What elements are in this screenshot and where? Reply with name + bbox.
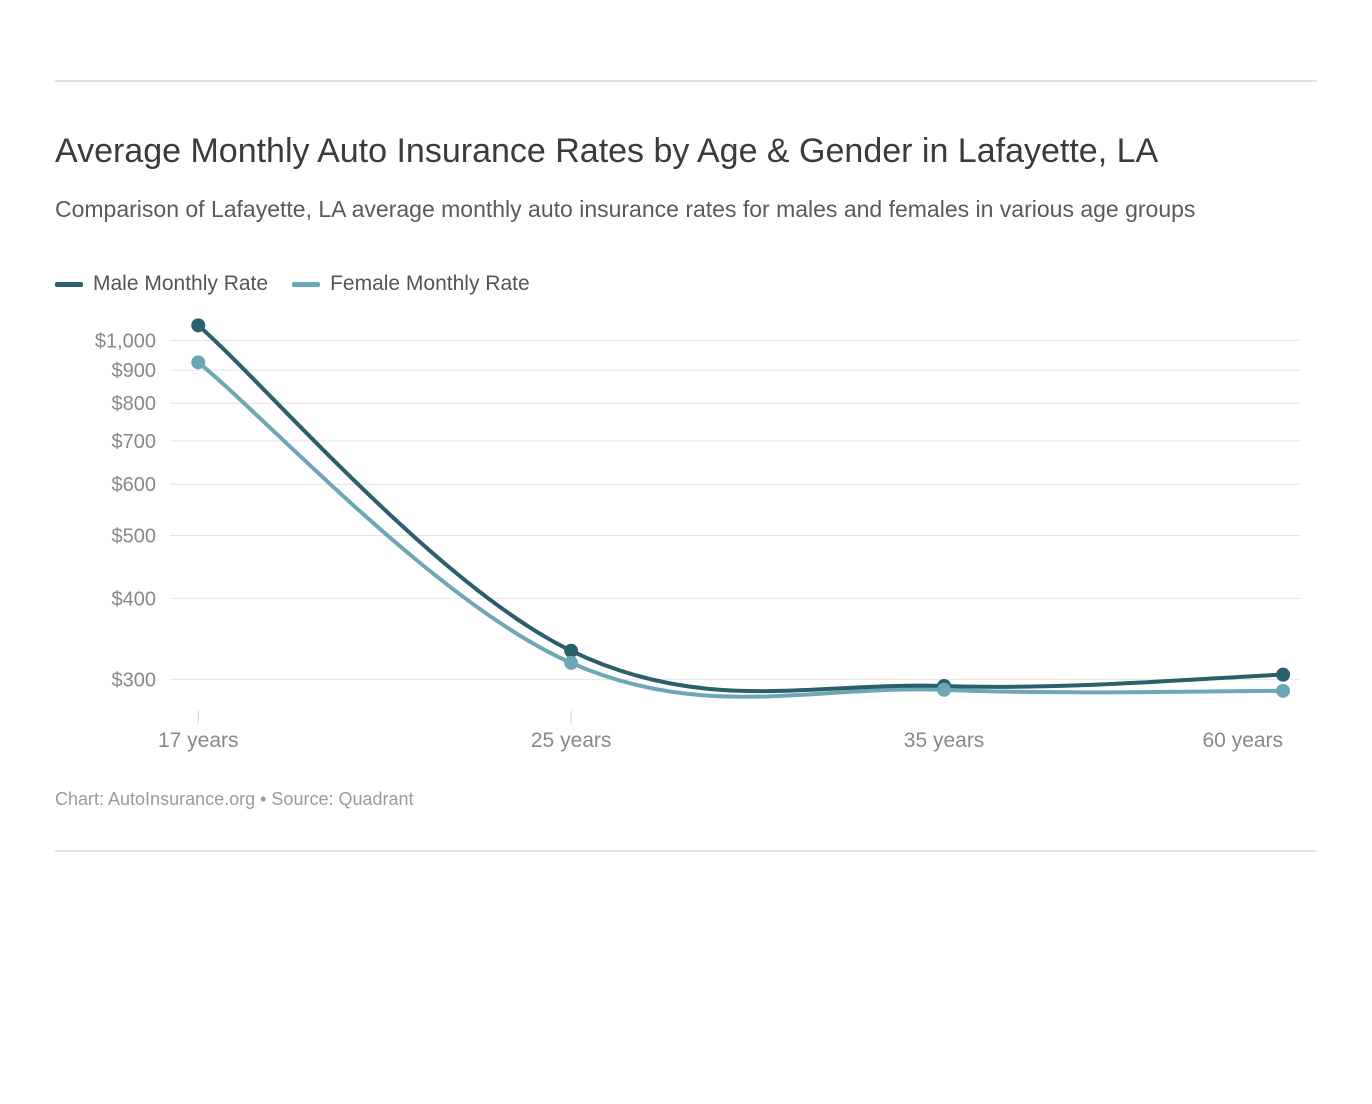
chart-title: Average Monthly Auto Insurance Rates by … <box>55 132 1317 171</box>
y-axis-label: $600 <box>112 475 157 497</box>
chart-svg: $300 $400 $500 $600 $700 $800 $900 $1,000 17 yea… <box>55 314 1315 754</box>
chart-container: Average Monthly Auto Insurance Rates by … <box>0 0 1372 892</box>
y-axis-label: $700 <box>112 431 157 453</box>
y-axis-label: $500 <box>112 526 157 548</box>
bottom-divider <box>55 850 1317 852</box>
data-point <box>564 644 578 658</box>
legend-item-male: Male Monthly Rate <box>55 272 268 296</box>
y-axis-label: $400 <box>112 589 157 611</box>
legend-item-female: Female Monthly Rate <box>292 272 530 296</box>
y-axis-label: $900 <box>112 360 157 382</box>
x-axis-label: 60 years <box>1203 729 1284 752</box>
data-point <box>191 319 205 333</box>
legend-swatch-male <box>55 282 83 287</box>
x-axis-label: 35 years <box>904 729 985 752</box>
y-axis-label: $1,000 <box>95 331 156 353</box>
data-point <box>1276 668 1290 682</box>
data-point <box>564 656 578 670</box>
legend: Male Monthly Rate Female Monthly Rate <box>55 272 1317 296</box>
legend-swatch-female <box>292 282 320 287</box>
chart-plot-area: $300 $400 $500 $600 $700 $800 $900 $1,000 17 yea… <box>55 314 1317 759</box>
data-point <box>1276 684 1290 698</box>
series-line <box>198 326 1283 692</box>
y-axis-label: $800 <box>112 394 157 416</box>
top-divider <box>55 80 1317 82</box>
x-axis-label: 25 years <box>531 729 612 752</box>
legend-label-male: Male Monthly Rate <box>93 272 268 296</box>
chart-subtitle: Comparison of Lafayette, LA average mont… <box>55 193 1317 226</box>
x-axis-label: 17 years <box>158 729 239 752</box>
series-line <box>198 363 1283 697</box>
data-point <box>937 683 951 697</box>
y-axis-label: $300 <box>112 670 157 692</box>
data-point <box>191 356 205 370</box>
chart-credit: Chart: AutoInsurance.org • Source: Quadr… <box>55 789 1317 810</box>
legend-label-female: Female Monthly Rate <box>330 272 530 296</box>
